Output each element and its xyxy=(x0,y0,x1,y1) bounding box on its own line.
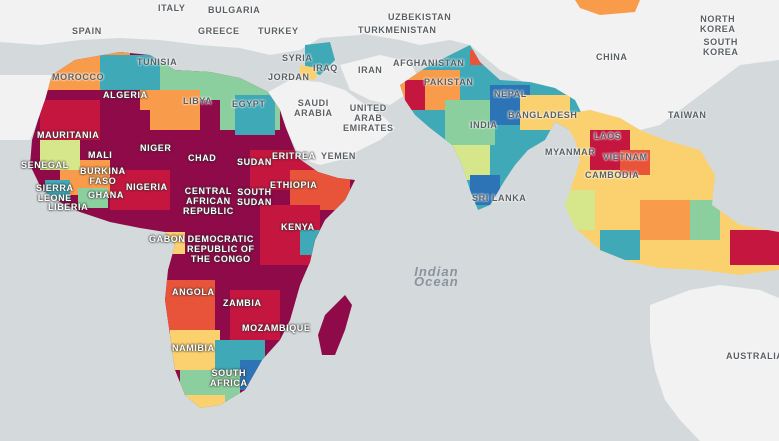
label-chad: CHAD xyxy=(188,153,217,163)
label-north-korea: NORTH KOREA xyxy=(700,14,736,34)
label-pakistan: PAKISTAN xyxy=(424,77,474,87)
label-namibia: NAMIBIA xyxy=(172,343,215,353)
label-china: CHINA xyxy=(596,52,628,62)
label-angola: ANGOLA xyxy=(172,287,215,297)
label-mauritania: MAURITANIA xyxy=(37,130,100,140)
label-laos: LAOS xyxy=(594,131,622,141)
label-drc: DEMOCRATIC REPUBLIC OF THE CONGO xyxy=(187,234,255,264)
label-south-sudan: SOUTH SUDAN xyxy=(237,187,273,207)
label-spain: SPAIN xyxy=(72,26,102,36)
label-ethiopia: ETHIOPIA xyxy=(270,180,318,190)
madagascar xyxy=(318,295,352,355)
label-central-african-republic: CENTRAL AFRICAN REPUBLIC xyxy=(183,186,234,216)
label-iran: IRAN xyxy=(358,65,383,75)
label-eritrea: ERITREA xyxy=(272,151,316,161)
label-algeria: ALGERIA xyxy=(103,90,148,100)
label-indian-ocean: Indian Ocean xyxy=(414,264,459,289)
label-jordan: JORDAN xyxy=(268,72,310,82)
label-italy: ITALY xyxy=(158,3,186,13)
label-tunisia: TUNISIA xyxy=(137,57,178,67)
label-uae: UNITED ARAB EMIRATES xyxy=(343,103,394,133)
label-burkina-faso: BURKINA FASO xyxy=(80,166,126,186)
label-liberia: LIBERIA xyxy=(48,202,89,212)
label-sudan: SUDAN xyxy=(237,157,273,167)
label-iraq: IRAQ xyxy=(313,63,338,73)
label-sri-lanka: SRI LANKA xyxy=(472,193,527,203)
label-india: INDIA xyxy=(470,120,498,130)
label-uzbekistan: UZBEKISTAN xyxy=(388,12,452,22)
label-gabon: GABON xyxy=(149,234,186,244)
label-libya: LIBYA xyxy=(183,96,213,106)
label-zambia: ZAMBIA xyxy=(223,298,262,308)
label-taiwan: TAIWAN xyxy=(668,110,707,120)
label-nigeria: NIGERIA xyxy=(126,182,168,192)
label-egypt: EGYPT xyxy=(232,99,266,109)
label-niger: NIGER xyxy=(140,143,172,153)
label-senegal: SENEGAL xyxy=(21,160,69,170)
label-kenya: KENYA xyxy=(281,222,315,232)
label-turkmenistan: TURKMENISTAN xyxy=(358,25,437,35)
label-mozambique: MOZAMBIQUE xyxy=(242,323,311,333)
label-bulgaria: BULGARIA xyxy=(208,5,261,15)
label-south-africa: SOUTH AFRICA xyxy=(210,368,248,388)
label-turkey: TURKEY xyxy=(258,26,299,36)
label-sierra-leone: SIERRA LEONE xyxy=(36,183,74,203)
label-yemen: YEMEN xyxy=(321,151,357,161)
label-cambodia: CAMBODIA xyxy=(585,170,640,180)
label-morocco: MOROCCO xyxy=(52,72,105,82)
label-vietnam: VIETNAM xyxy=(603,152,648,162)
label-afghanistan: AFGHANISTAN xyxy=(393,58,465,68)
sea-choropleth xyxy=(560,110,779,275)
label-australia: AUSTRALIA xyxy=(726,351,779,361)
label-nepal: NEPAL xyxy=(494,89,527,99)
label-myanmar: MYANMAR xyxy=(545,147,596,157)
label-bangladesh: BANGLADESH xyxy=(508,110,578,120)
label-south-korea: SOUTH KOREA xyxy=(703,37,739,57)
label-mali: MALI xyxy=(88,150,113,160)
label-greece: GREECE xyxy=(198,26,240,36)
label-saudi-arabia: SAUDI ARABIA xyxy=(294,98,333,118)
label-syria: SYRIA xyxy=(282,53,313,63)
label-ghana: GHANA xyxy=(88,190,124,200)
